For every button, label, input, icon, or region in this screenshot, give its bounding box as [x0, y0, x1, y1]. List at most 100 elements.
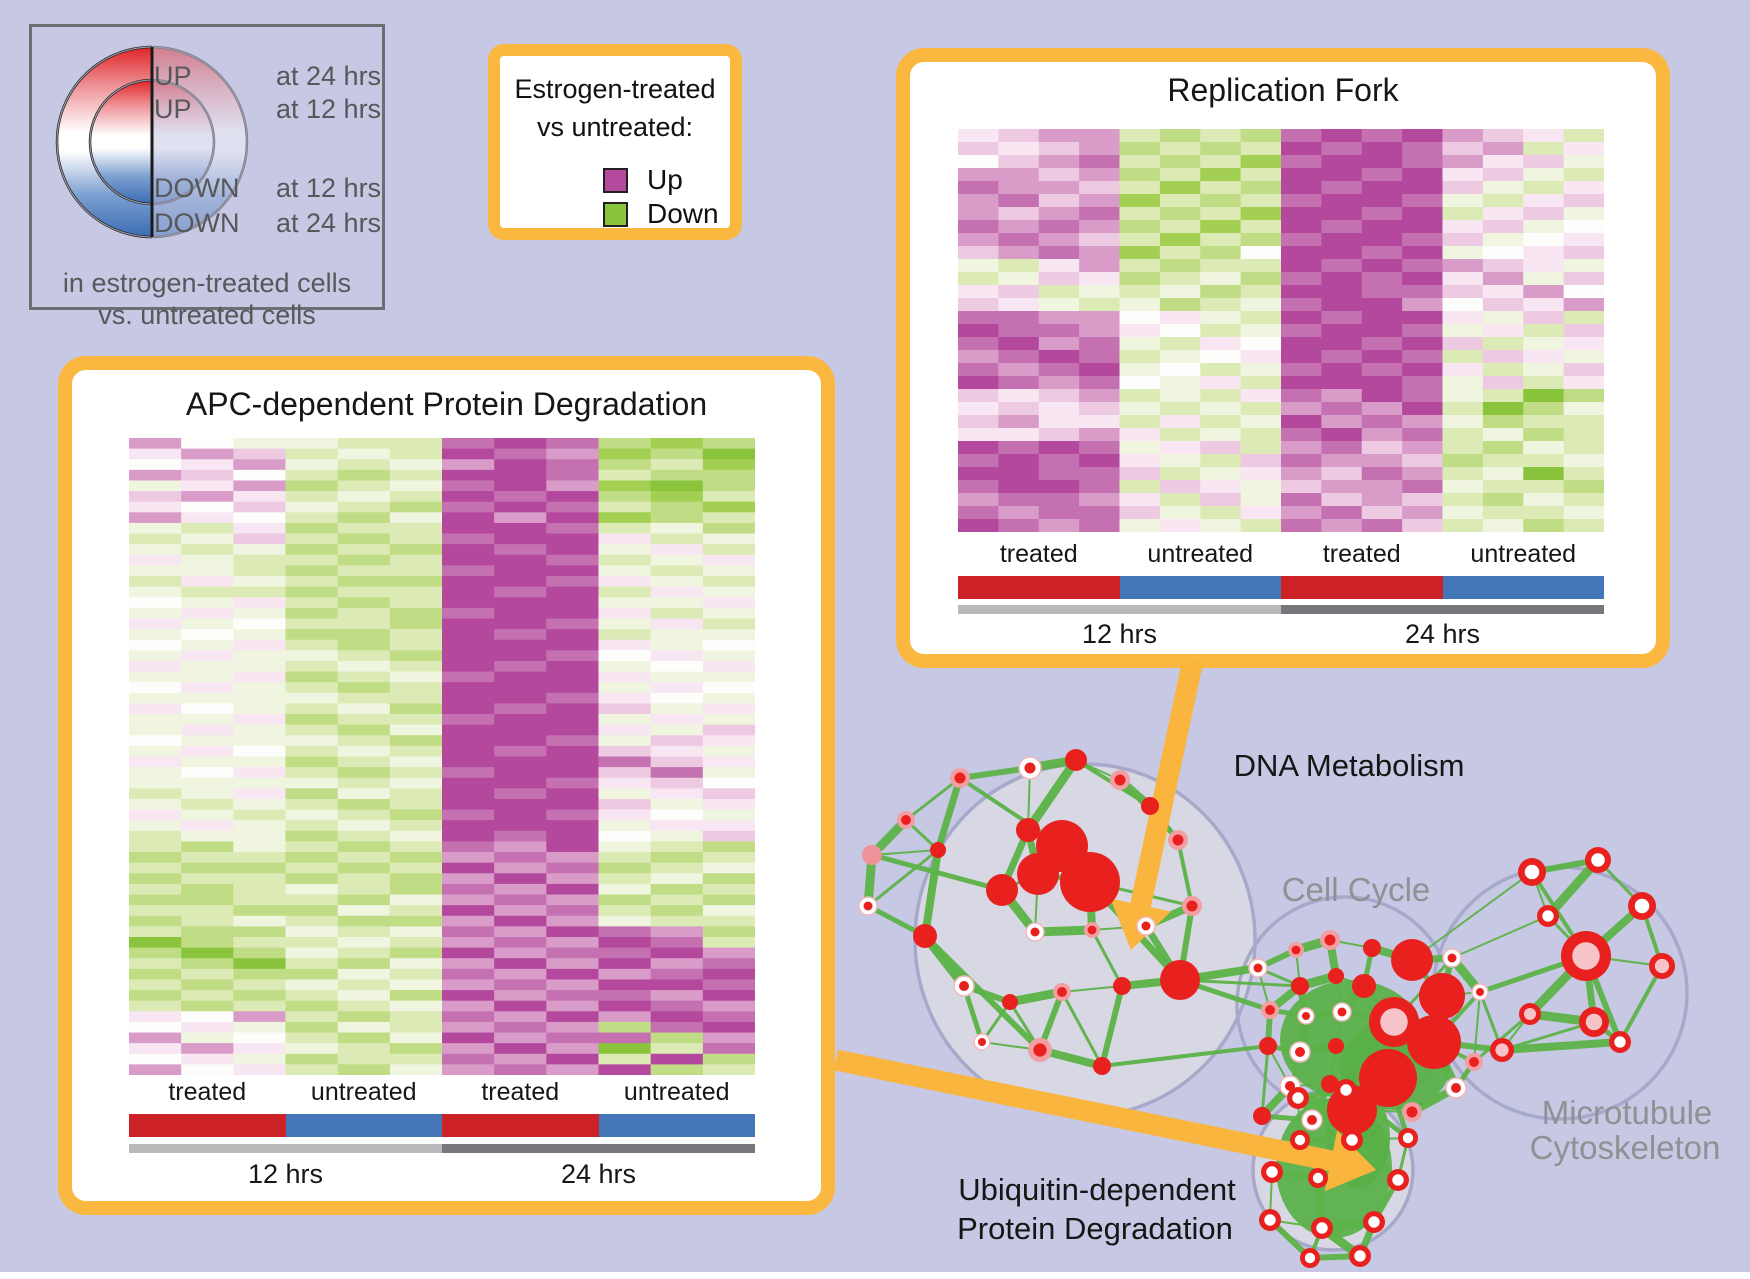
gene-node-red [913, 924, 937, 948]
heatmap-cell [129, 501, 182, 513]
heatmap-cell [546, 905, 599, 917]
heatmap-cell [958, 363, 999, 377]
heatmap-cell [442, 767, 495, 779]
network-edge [1525, 951, 1591, 1019]
heatmap-cell [285, 522, 339, 535]
heatmap-cell [1442, 181, 1484, 195]
network-edge [1432, 1040, 1476, 1064]
heatmap-cell [1281, 194, 1322, 208]
heatmap-cell [337, 1053, 391, 1065]
heatmap-cell [1442, 389, 1484, 403]
heatmap-cell [650, 724, 704, 736]
heatmap-cell [442, 862, 495, 874]
heatmap-cell [958, 285, 999, 299]
heatmap-cell [1482, 493, 1524, 507]
heatmap-cell [1402, 181, 1444, 195]
heatmap-cell [494, 936, 547, 949]
legend-caption-line1: in estrogen-treated cells [62, 268, 352, 298]
heatmap-cell [129, 788, 182, 800]
heatmap-cell [1482, 311, 1524, 325]
heatmap-cell [389, 745, 443, 757]
heatmap-cell [1240, 298, 1282, 312]
heatmap-cell [233, 905, 286, 917]
heatmap-cell [1442, 142, 1484, 156]
heatmap-cell [598, 533, 652, 545]
network-edge [1309, 1081, 1333, 1123]
heatmap-cell [1038, 415, 1080, 429]
heatmap-cell [1563, 363, 1604, 377]
heatmap-cell [1281, 207, 1322, 221]
network-edge [1317, 1223, 1365, 1261]
heatmap-cell [337, 1043, 391, 1055]
heatmap-cell [1159, 389, 1201, 403]
heatmap-cell [129, 756, 182, 768]
heatmap-cell [1321, 337, 1363, 351]
heatmap-cell [442, 990, 495, 1002]
gene-node-core [1451, 1083, 1461, 1093]
heatmap-cell [1442, 428, 1484, 442]
heatmap-cell [702, 522, 755, 535]
heatmap-cell [1200, 467, 1242, 481]
heatmap-cell [285, 809, 339, 821]
heatmap-cell [546, 968, 599, 980]
heatmap-cell [1079, 129, 1121, 143]
heatmap-cell [998, 506, 1040, 520]
heatmap-cell [1321, 142, 1363, 156]
heatmap-cell [702, 905, 755, 917]
heatmap-cell [1402, 194, 1444, 208]
heatmap-cell [181, 586, 234, 598]
heatmap-cell [337, 958, 391, 970]
heatmap-cell [181, 820, 234, 832]
heatmap-cell [1281, 142, 1322, 156]
heatmap-cell [1119, 493, 1161, 507]
heatmap-cell [1523, 142, 1565, 156]
heatmap-cell [494, 905, 547, 917]
heatmap-cell [546, 958, 599, 970]
heatmap-cell [129, 576, 182, 588]
heatmap-cell [1402, 376, 1444, 390]
edge-density-blob [1280, 980, 1424, 1100]
heatmap-cell [233, 873, 286, 885]
heatmap-cell [285, 1032, 339, 1044]
heatmap-cell [181, 597, 234, 609]
heatmap-cell [546, 1011, 599, 1023]
estrogen-legend-box: Estrogen-treated vs untreated: Up Down [488, 44, 742, 240]
heatmap-cell [1281, 402, 1322, 416]
gene-node-red [930, 842, 946, 858]
heatmap-cell [1038, 168, 1080, 182]
heatmap-cell [1442, 337, 1484, 351]
heatmap-cell [958, 389, 999, 403]
heatmap-cell [442, 692, 495, 704]
gene-node-white-ring [1248, 958, 1268, 978]
heatmap-cell [1281, 363, 1322, 377]
network-edge [961, 983, 1013, 1005]
network-edge [1177, 903, 1195, 983]
heatmap-cell [598, 448, 652, 460]
heatmap-cell [1119, 506, 1161, 520]
heatmap-cell [129, 480, 182, 492]
apc-panel: APC-dependent Protein Degradation treate… [58, 356, 835, 1215]
heatmap-cell [181, 1011, 234, 1023]
heatmap-cell [337, 660, 391, 673]
heatmap-cell [958, 142, 999, 156]
heatmap-cell [546, 1064, 599, 1075]
heatmap-cell [1281, 181, 1322, 195]
network-edge [1582, 902, 1646, 960]
heatmap-cell [1079, 389, 1121, 403]
heatmap-cell [337, 873, 391, 885]
group-label: treated [1322, 540, 1401, 568]
heatmap-cell [1281, 519, 1322, 532]
heatmap-cell [1240, 259, 1282, 273]
heatmap-cell [1361, 285, 1403, 299]
gene-node-pink-ring [1402, 1102, 1422, 1122]
heatmap-cell [442, 756, 495, 768]
heatmap-cell [389, 990, 443, 1002]
heatmap-cell [1321, 506, 1363, 520]
heatmap-cell [650, 480, 704, 492]
heatmap-cell [181, 1000, 234, 1012]
network-edge [1296, 982, 1310, 1020]
heatmap-cell [998, 493, 1040, 507]
heatmap-cell [337, 968, 391, 980]
heatmap-cell [1200, 454, 1242, 468]
heatmap-cell [1321, 194, 1363, 208]
